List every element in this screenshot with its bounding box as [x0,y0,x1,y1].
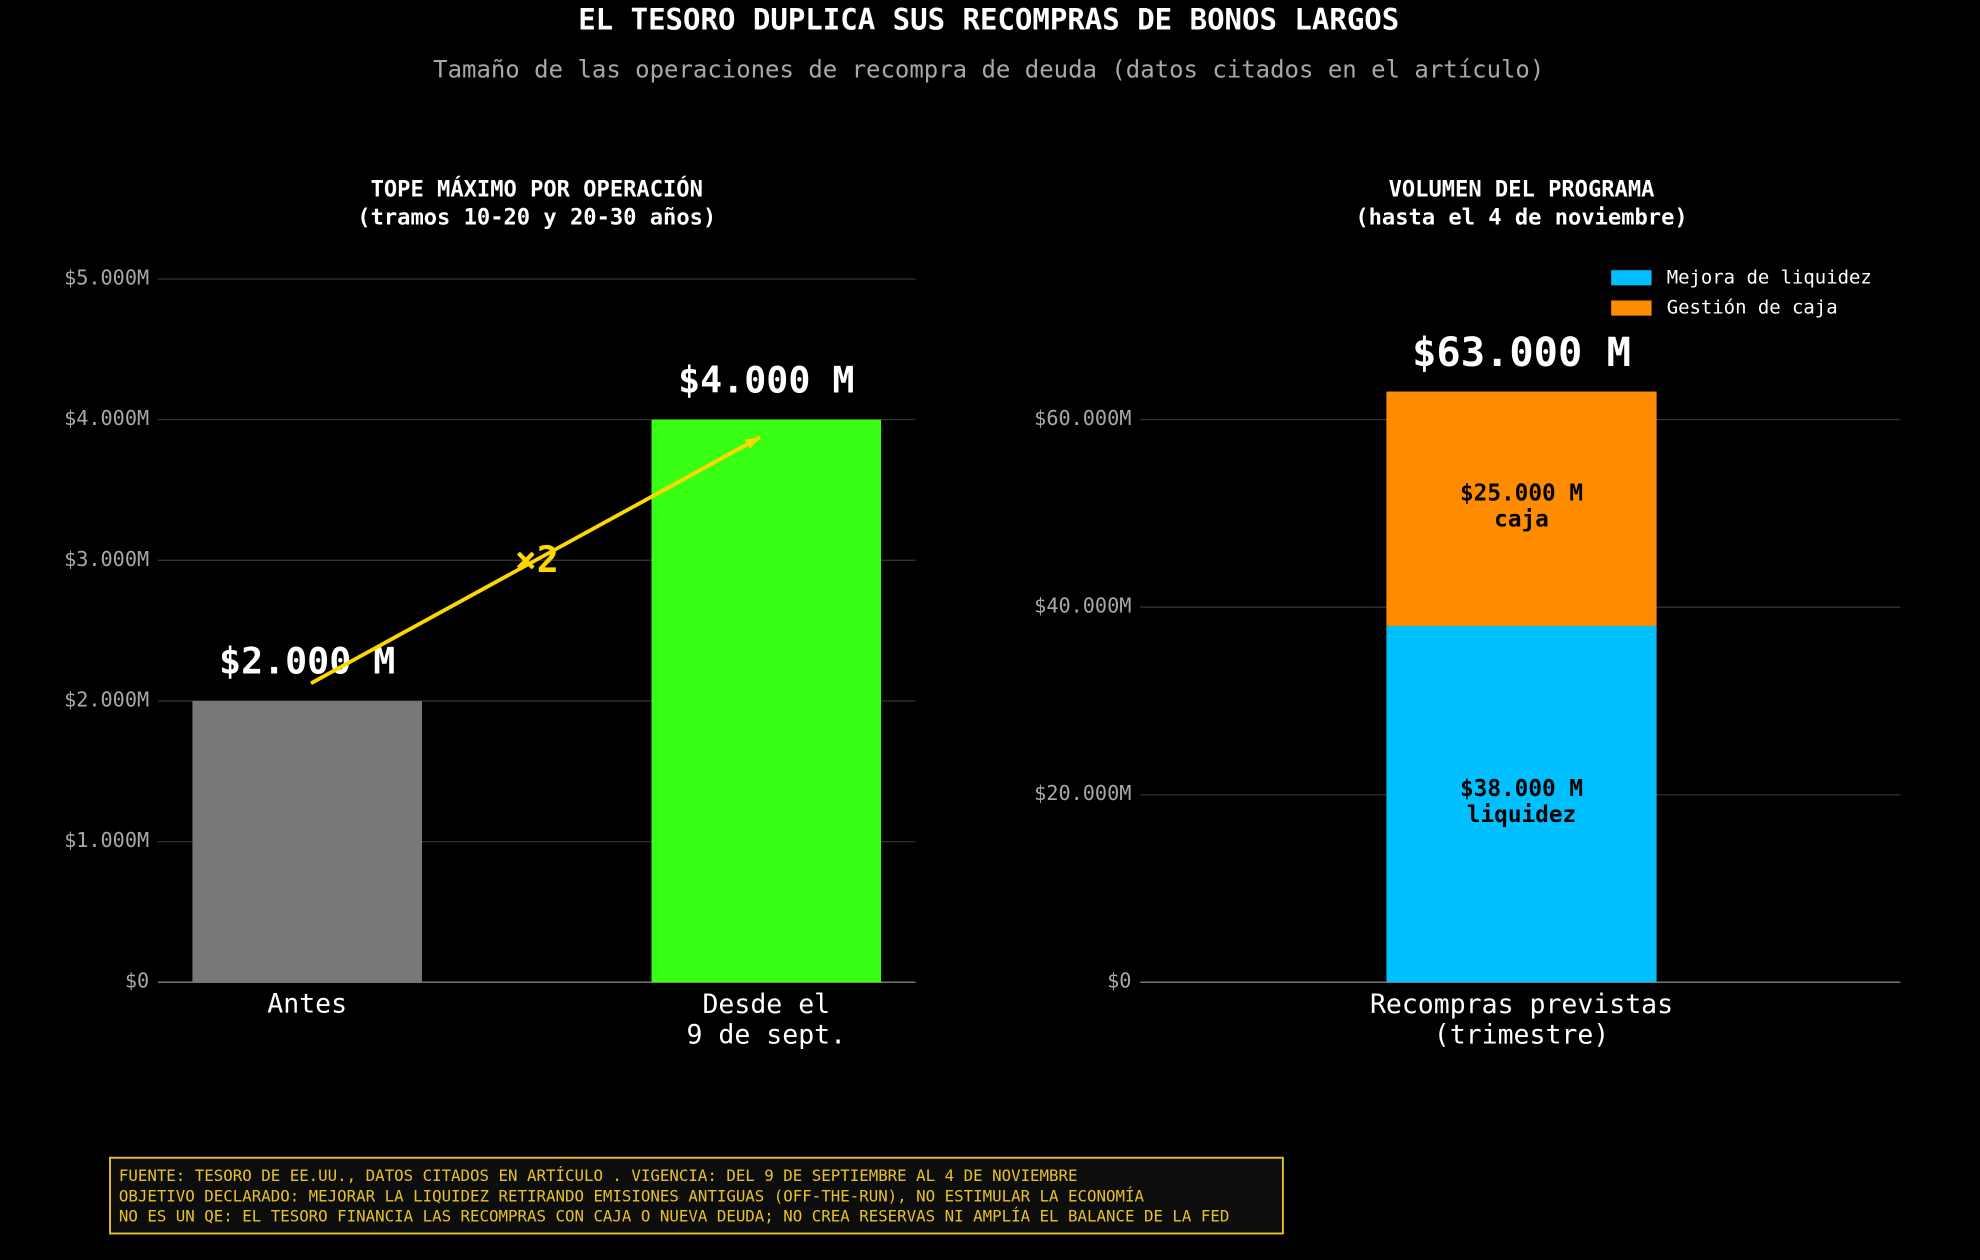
y-tick-label: $40.000M [1034,594,1131,618]
total-label: $63.000 M [1412,328,1631,376]
legend-label: Mejora de liquidez [1667,266,1872,288]
y-tick-label: $0 [125,969,149,993]
y-tick-label: $1.000M [64,828,149,852]
footer-note: NO ES UN QE: EL TESORO FINANCIA LAS RECO… [119,1207,1230,1226]
footer-box [109,1156,1284,1235]
arrow-head [745,437,760,449]
bar-segment [1386,625,1657,983]
value-label: $4.000 M [678,358,854,401]
bar [651,419,882,983]
legend-label: Gestión de caja [1667,297,1838,319]
y-tick-label: $5.000M [64,266,149,290]
legend-swatch [1611,270,1652,286]
footer-note: FUENTE: TESORO DE EE.UU., DATOS CITADOS … [119,1166,1078,1185]
annotation: ×2 [515,538,559,581]
y-tick-label: $2.000M [64,687,149,711]
x-tick-label: Desde el 9 de sept. [687,988,847,1049]
page-title: EL TESORO DUPLICA SUS RECOMPRAS DE BONOS… [578,2,1399,36]
panel-title: (tramos 10-20 y 20-30 años) [357,204,716,230]
footer-note: OBJETIVO DECLARADO: MEJORAR LA LIQUIDEZ … [119,1186,1145,1205]
bar [192,700,422,983]
x-tick-label: Antes [267,988,347,1019]
panel-title: TOPE MÁXIMO POR OPERACIÓN [371,177,703,203]
y-tick-label: $60.000M [1034,406,1131,430]
value-label: $2.000 M [219,640,395,683]
y-tick-label: $0 [1107,969,1131,993]
trend-arrow [310,435,761,685]
bar-segment [1386,391,1657,626]
legend-swatch [1611,300,1652,316]
panel-title: (hasta el 4 de noviembre) [1355,204,1687,230]
x-tick-label: Recompras previstas (trimestre) [1370,988,1673,1049]
y-tick-label: $4.000M [64,406,149,430]
y-tick-label: $20.000M [1034,781,1131,805]
y-tick-label: $3.000M [64,547,149,571]
page-subtitle: Tamaño de las operaciones de recompra de… [433,56,1544,84]
panel-title: VOLUMEN DEL PROGRAMA [1389,177,1655,203]
